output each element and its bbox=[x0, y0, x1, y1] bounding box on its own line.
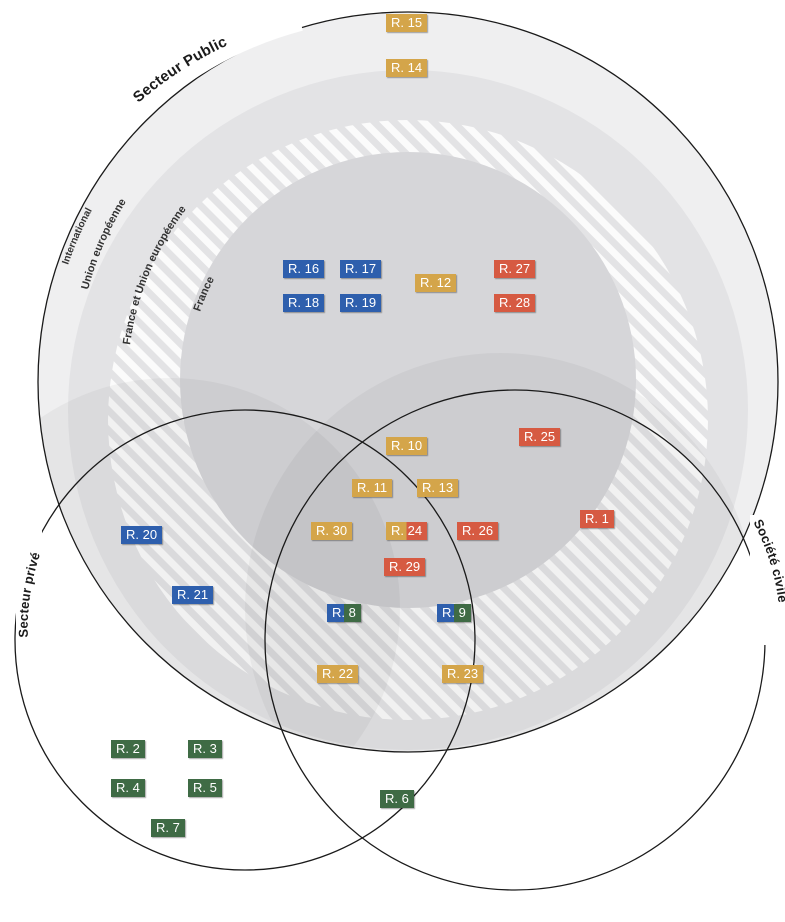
tag-r4[interactable]: R. 4 bbox=[111, 779, 145, 797]
tag-r23[interactable]: R. 23 bbox=[442, 665, 484, 683]
tag-r17[interactable]: R. 17 bbox=[340, 260, 382, 278]
tag-r16[interactable]: R. 16 bbox=[283, 260, 325, 278]
tag-r5[interactable]: R. 5 bbox=[188, 779, 222, 797]
tag-r29[interactable]: R. 29 bbox=[384, 558, 426, 576]
tag-r7[interactable]: R. 7 bbox=[151, 819, 185, 837]
tag-r8[interactable]: R. 8 bbox=[327, 604, 361, 622]
circle-secteur-prive bbox=[14, 409, 476, 871]
tag-r12[interactable]: R. 12 bbox=[415, 274, 457, 292]
circle-secteur-public bbox=[37, 11, 779, 753]
tag-r25[interactable]: R. 25 bbox=[519, 428, 561, 446]
tag-r10[interactable]: R. 10 bbox=[386, 437, 428, 455]
label-secteur-prive-group: Secteur privé bbox=[16, 520, 43, 650]
tag-r20[interactable]: R. 20 bbox=[121, 526, 163, 544]
tag-r26[interactable]: R. 26 bbox=[457, 522, 499, 540]
tag-r30[interactable]: R. 30 bbox=[311, 522, 353, 540]
tag-r9[interactable]: R. 9 bbox=[437, 604, 471, 622]
tag-r24[interactable]: R. 24 bbox=[386, 522, 428, 540]
tag-r27[interactable]: R. 27 bbox=[494, 260, 536, 278]
tag-r15[interactable]: R. 15 bbox=[386, 14, 428, 32]
tag-r22[interactable]: R. 22 bbox=[317, 665, 359, 683]
tag-r28[interactable]: R. 28 bbox=[494, 294, 536, 312]
tag-r2[interactable]: R. 2 bbox=[111, 740, 145, 758]
tag-r11[interactable]: R. 11 bbox=[352, 479, 393, 497]
tag-r19[interactable]: R. 19 bbox=[340, 294, 382, 312]
tag-r21[interactable]: R. 21 bbox=[172, 586, 214, 604]
tag-r3[interactable]: R. 3 bbox=[188, 740, 222, 758]
tag-r1[interactable]: R. 1 bbox=[580, 510, 614, 528]
tag-r6[interactable]: R. 6 bbox=[380, 790, 414, 808]
tag-r13[interactable]: R. 13 bbox=[417, 479, 459, 497]
label-societe-civile-group: Société civile bbox=[750, 515, 785, 645]
tag-r14[interactable]: R. 14 bbox=[386, 59, 428, 77]
tag-r18[interactable]: R. 18 bbox=[283, 294, 325, 312]
